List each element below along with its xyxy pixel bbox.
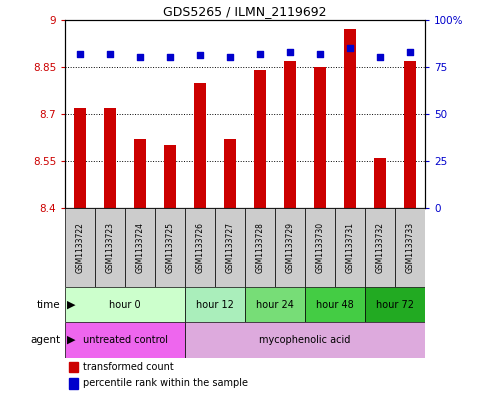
Bar <box>275 208 305 287</box>
Text: GSM1133728: GSM1133728 <box>256 222 265 273</box>
Bar <box>395 208 425 287</box>
Bar <box>95 208 125 287</box>
Title: GDS5265 / ILMN_2119692: GDS5265 / ILMN_2119692 <box>163 6 327 18</box>
Bar <box>185 208 215 287</box>
Point <box>226 54 234 61</box>
Bar <box>65 287 185 322</box>
Text: GSM1133727: GSM1133727 <box>226 222 235 273</box>
Bar <box>125 208 155 287</box>
Text: mycophenolic acid: mycophenolic acid <box>259 335 351 345</box>
Bar <box>185 287 245 322</box>
Bar <box>305 287 365 322</box>
Bar <box>344 29 356 208</box>
Point <box>136 54 144 61</box>
Text: GSM1133733: GSM1133733 <box>406 222 414 273</box>
Bar <box>314 67 326 208</box>
Text: GSM1133732: GSM1133732 <box>376 222 384 273</box>
Point <box>286 49 294 55</box>
Bar <box>365 208 395 287</box>
Text: hour 72: hour 72 <box>376 299 414 310</box>
Text: GSM1133730: GSM1133730 <box>315 222 325 273</box>
Bar <box>74 108 86 208</box>
Bar <box>284 61 296 208</box>
Bar <box>185 322 425 358</box>
Point <box>166 54 174 61</box>
Text: hour 12: hour 12 <box>196 299 234 310</box>
Text: time: time <box>37 299 60 310</box>
Text: GSM1133729: GSM1133729 <box>285 222 295 273</box>
Text: transformed count: transformed count <box>83 362 174 372</box>
Bar <box>215 208 245 287</box>
Bar <box>305 208 335 287</box>
Bar <box>224 139 236 208</box>
Bar <box>254 70 266 208</box>
Text: GSM1133731: GSM1133731 <box>345 222 355 273</box>
Text: hour 0: hour 0 <box>109 299 141 310</box>
Text: agent: agent <box>30 335 60 345</box>
Text: GSM1133724: GSM1133724 <box>136 222 145 273</box>
Bar <box>245 208 275 287</box>
Point <box>106 50 114 57</box>
Text: GSM1133722: GSM1133722 <box>76 222 85 273</box>
Bar <box>245 287 305 322</box>
Bar <box>65 322 185 358</box>
Point <box>406 49 414 55</box>
Bar <box>194 83 206 208</box>
Bar <box>65 208 95 287</box>
Point <box>256 50 264 57</box>
Bar <box>374 158 386 208</box>
Text: ▶: ▶ <box>67 335 75 345</box>
Point <box>346 45 354 51</box>
Point <box>76 50 84 57</box>
Text: untreated control: untreated control <box>83 335 168 345</box>
Text: GSM1133723: GSM1133723 <box>106 222 114 273</box>
Point <box>196 52 204 59</box>
Bar <box>335 208 365 287</box>
Text: ▶: ▶ <box>67 299 75 310</box>
Point <box>376 54 384 61</box>
Text: hour 24: hour 24 <box>256 299 294 310</box>
Bar <box>134 139 146 208</box>
Bar <box>365 287 425 322</box>
Text: GSM1133725: GSM1133725 <box>166 222 175 273</box>
Bar <box>104 108 116 208</box>
Point <box>316 50 324 57</box>
Text: hour 48: hour 48 <box>316 299 354 310</box>
Text: GSM1133726: GSM1133726 <box>196 222 205 273</box>
Bar <box>69 362 78 373</box>
Text: percentile rank within the sample: percentile rank within the sample <box>83 378 248 388</box>
Bar <box>164 145 176 208</box>
Bar <box>155 208 185 287</box>
Bar <box>404 61 416 208</box>
Bar <box>69 378 78 389</box>
